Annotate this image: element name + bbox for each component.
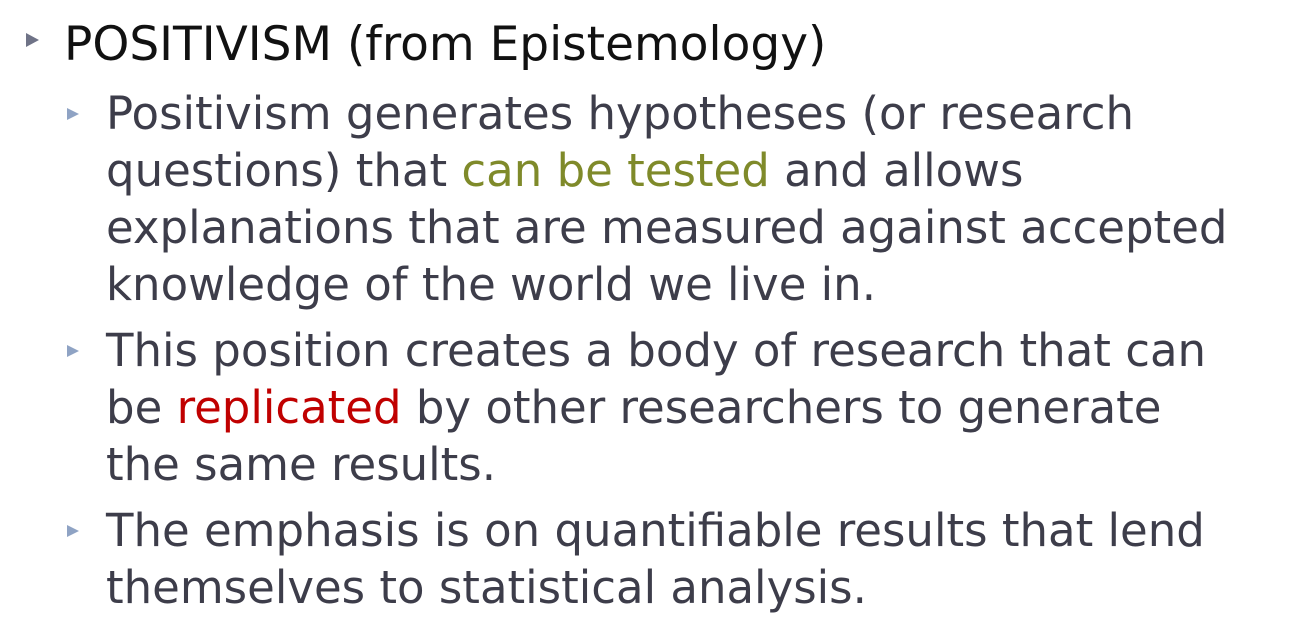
text-run: The emphasis is on quantifiable results … xyxy=(106,504,1205,557)
text-line: explanations that are measured against a… xyxy=(106,199,1227,256)
triangle-right-icon xyxy=(64,342,82,360)
triangle-right-icon xyxy=(64,522,82,540)
text-line: themselves to statistical analysis. xyxy=(106,559,1205,616)
text-line: Positivism generates hypotheses (or rese… xyxy=(106,85,1227,142)
bullet-text: The emphasis is on quantifiable results … xyxy=(106,502,1205,616)
text-run: explanations that are measured against a… xyxy=(106,201,1228,254)
highlight-can-be-tested: can be tested xyxy=(461,144,770,197)
text-line: be replicated by other researchers to ge… xyxy=(106,379,1206,436)
bullet-text: This position creates a body of research… xyxy=(106,322,1206,493)
list-item: Positivism generates hypotheses (or rese… xyxy=(64,85,1227,313)
text-run: themselves to statistical analysis. xyxy=(106,561,867,614)
triangle-right-icon xyxy=(64,105,82,123)
text-line: The emphasis is on quantifiable results … xyxy=(106,502,1205,559)
text-run: knowledge of the world we live in. xyxy=(106,258,877,311)
list-item: The emphasis is on quantifiable results … xyxy=(64,502,1205,616)
text-run: by other researchers to generate xyxy=(401,381,1162,434)
text-line: questions) that can be tested and allows xyxy=(106,142,1227,199)
text-line: knowledge of the world we live in. xyxy=(106,256,1227,313)
text-run: be xyxy=(106,381,177,434)
text-run: and allows xyxy=(769,144,1024,197)
text-run: questions) that xyxy=(106,144,462,197)
triangle-right-icon xyxy=(22,30,42,50)
heading-row: POSITIVISM (from Epistemology) xyxy=(22,12,826,78)
bullet-text: Positivism generates hypotheses (or rese… xyxy=(106,85,1227,313)
slide-heading: POSITIVISM (from Epistemology) xyxy=(64,17,827,72)
text-run: This position creates a body of research… xyxy=(106,324,1207,377)
text-run: Positivism generates hypotheses (or rese… xyxy=(106,87,1135,140)
highlight-replicated: replicated xyxy=(176,381,402,434)
text-line: the same results. xyxy=(106,436,1206,493)
text-run: the same results. xyxy=(106,438,497,491)
list-item: This position creates a body of research… xyxy=(64,322,1206,493)
text-line: This position creates a body of research… xyxy=(106,322,1206,379)
